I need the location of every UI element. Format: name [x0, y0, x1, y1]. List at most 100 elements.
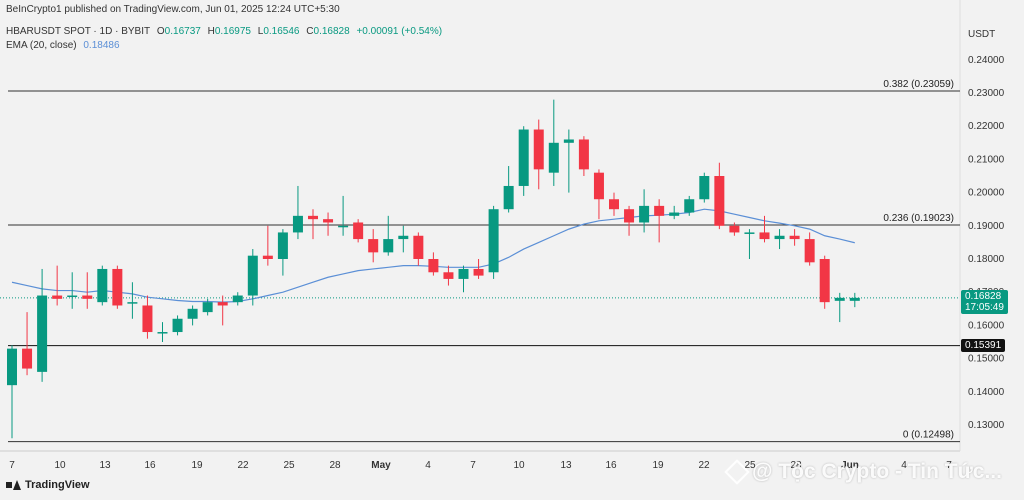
ema-value: 0.18486: [83, 40, 120, 51]
candle-body: [563, 139, 574, 143]
symbol-legend[interactable]: HBARUSDT SPOT · 1D · BYBIT O0.16737 H 0.1…: [6, 26, 446, 37]
ema-label[interactable]: EMA (20, close): [6, 40, 77, 51]
candle-body: [789, 235, 800, 240]
candle-body: [353, 222, 364, 240]
candle-body: [22, 348, 33, 369]
watermark-diamond-icon: [724, 459, 750, 485]
candle-body: [488, 209, 499, 273]
price-tick-label: 0.14000: [968, 387, 1005, 398]
candle-body: [654, 205, 665, 216]
candle-body: [383, 239, 394, 253]
candle-body: [458, 268, 469, 279]
candle-body: [292, 215, 303, 233]
time-tick-label: 13: [560, 460, 572, 471]
candle-body: [443, 272, 454, 279]
candle-body: [744, 232, 755, 234]
time-tick-label: 28: [329, 460, 341, 471]
candle-body: [247, 255, 258, 296]
fib-level-label: 0.236 (0.19023): [883, 213, 954, 224]
time-tick-label: 28: [790, 460, 802, 471]
time-tick-label: 4: [901, 460, 907, 471]
candle-body: [398, 235, 409, 240]
candle-body: [277, 232, 288, 259]
candle-body: [684, 199, 695, 213]
change-value: +0.00091 (+0.54%): [356, 26, 443, 37]
fib-levels-layer: 0.382 (0.23059) 0.236 (0.19023) 0 (0.12498…: [0, 79, 960, 443]
candle-body: [323, 219, 334, 223]
support-price-tag: 0.15391: [961, 339, 1006, 352]
candle-body: [714, 176, 725, 226]
price-tick-label: 0.23000: [968, 88, 1005, 99]
candle-body: [232, 295, 243, 303]
candle-body: [834, 297, 845, 301]
candle-body: [202, 302, 213, 313]
price-tick-label: 0.13000: [968, 420, 1005, 431]
price-tick-label: 0.15000: [968, 354, 1005, 365]
low-value: 0.16546: [263, 26, 300, 37]
candles-layer: [7, 99, 860, 439]
candle-body: [669, 212, 680, 216]
candle-body: [849, 297, 860, 301]
candle-body: [774, 235, 785, 240]
current-price-value: 0.16828: [965, 291, 1002, 302]
watermark: @ Tộc Crypto - Tin Tức...: [724, 459, 1002, 485]
ema-legend[interactable]: EMA (20, close) 0.18486: [6, 40, 124, 51]
open-label: O: [156, 26, 165, 37]
candle-body: [262, 255, 273, 259]
candle-body: [97, 268, 108, 303]
candle-body: [804, 239, 815, 263]
time-tick-label: 7: [946, 460, 952, 471]
price-tick-label: 0.21000: [968, 154, 1005, 165]
time-tick-label: 19: [652, 460, 664, 471]
symbol-name[interactable]: HBARUSDT SPOT · 1D · BYBIT: [6, 26, 151, 37]
high-label: H: [207, 26, 215, 37]
candle-body: [428, 259, 439, 273]
candle-body: [593, 172, 604, 200]
time-tick-label: 7: [9, 460, 15, 471]
current-price-tag: 0.16828 17:05:49: [961, 290, 1008, 314]
publish-info: BeInCrypto1 published on TradingView.com…: [6, 4, 344, 15]
price-tick-label: 0.20000: [968, 188, 1005, 199]
tradingview-branding[interactable]: TradingView: [6, 479, 90, 491]
candle-body: [187, 308, 198, 319]
candle-body: [67, 295, 78, 298]
currency-label[interactable]: USDT: [968, 29, 996, 40]
candle-body: [157, 332, 168, 334]
candle-body: [127, 302, 138, 304]
candle-body: [729, 225, 740, 233]
candle-body: [518, 129, 529, 186]
time-tick-label: 19: [191, 460, 203, 471]
time-axis[interactable]: 7 10 13 16 19 22 25 28 May 4 7 10 13 16 19 22 25 28 Jun 4 7: [9, 460, 952, 471]
time-tick-label: 22: [237, 460, 249, 471]
candle-body: [699, 176, 710, 200]
candle-body: [503, 185, 514, 210]
price-tick-label: 0.16000: [968, 320, 1005, 331]
time-tick-label: 10: [54, 460, 66, 471]
candle-body: [368, 239, 379, 253]
candle-body: [7, 348, 17, 386]
price-tick-label: 0.24000: [968, 55, 1005, 66]
price-tick-label: 0.22000: [968, 121, 1005, 132]
tradingview-logo-icon: [6, 480, 21, 490]
time-tick-label: 25: [744, 460, 756, 471]
open-value: 0.16737: [164, 26, 201, 37]
time-tick-label: 25: [283, 460, 295, 471]
candle-body: [819, 259, 830, 303]
price-tick-label: 0.18000: [968, 254, 1005, 265]
candle-body: [172, 318, 183, 333]
candle-body: [413, 235, 424, 259]
candle-body: [308, 215, 318, 220]
candle-body: [639, 205, 650, 223]
candle-body: [609, 199, 619, 210]
candle-body: [759, 232, 770, 240]
candle-body: [82, 295, 93, 299]
time-tick-label: May: [371, 460, 391, 471]
candle-body: [142, 305, 153, 333]
time-tick-label: Jun: [841, 460, 859, 471]
close-label: C: [306, 26, 314, 37]
fib-level-label: 0 (0.12498): [903, 430, 954, 441]
close-value: 0.16828: [313, 26, 350, 37]
candle-body: [112, 268, 123, 306]
